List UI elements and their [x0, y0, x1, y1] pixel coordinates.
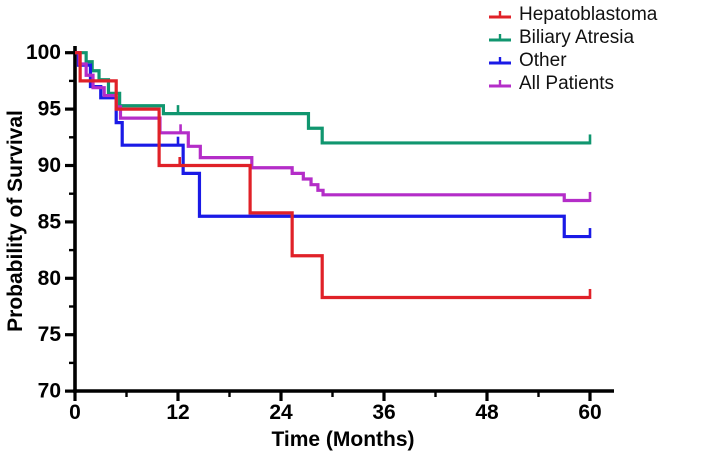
x-tick-label: 60	[578, 401, 601, 424]
x-tick-label: 48	[475, 401, 499, 424]
series-biliary-atresia	[75, 51, 592, 145]
x-tick-label: 24	[269, 401, 293, 424]
chart-legend: Hepatoblastoma Biliary Atresia Other All…	[488, 3, 657, 95]
series-other	[75, 51, 592, 239]
axes: 100 95 90 85 80 75 70 0 12 24 36 48 60	[26, 41, 614, 424]
y-tick-label: 100	[26, 41, 61, 64]
legend-marker-line-icon	[489, 10, 511, 18]
legend-label: All Patients	[519, 73, 615, 94]
legend-label: Hepatoblastoma	[519, 4, 658, 25]
series-hepatoblastoma	[75, 51, 592, 300]
legend-marker-line-icon	[489, 79, 511, 87]
y-axis-title: Probability of Survival	[4, 110, 27, 332]
legend-item-biliary-atresia: Biliary Atresia	[488, 26, 657, 49]
x-axis-title: Time (Months)	[271, 428, 414, 451]
legend-marker-line-icon	[489, 56, 511, 64]
x-tick-label: 0	[69, 401, 81, 424]
y-tick-label: 95	[38, 98, 62, 121]
y-tick-label: 80	[38, 267, 61, 290]
y-tick-label: 90	[38, 154, 61, 177]
legend-marker-line-icon	[489, 33, 511, 41]
legend-item-other: Other	[488, 49, 657, 72]
legend-label: Biliary Atresia	[519, 27, 635, 48]
x-tick-label: 36	[372, 401, 395, 424]
legend-label: Other	[519, 50, 567, 71]
legend-item-all-patients: All Patients	[488, 72, 657, 95]
x-tick-label: 12	[166, 401, 189, 424]
legend-item-hepatoblastoma: Hepatoblastoma	[488, 3, 657, 26]
y-tick-label: 70	[38, 380, 61, 403]
y-tick-label: 75	[38, 323, 62, 346]
y-tick-label: 85	[38, 210, 62, 233]
